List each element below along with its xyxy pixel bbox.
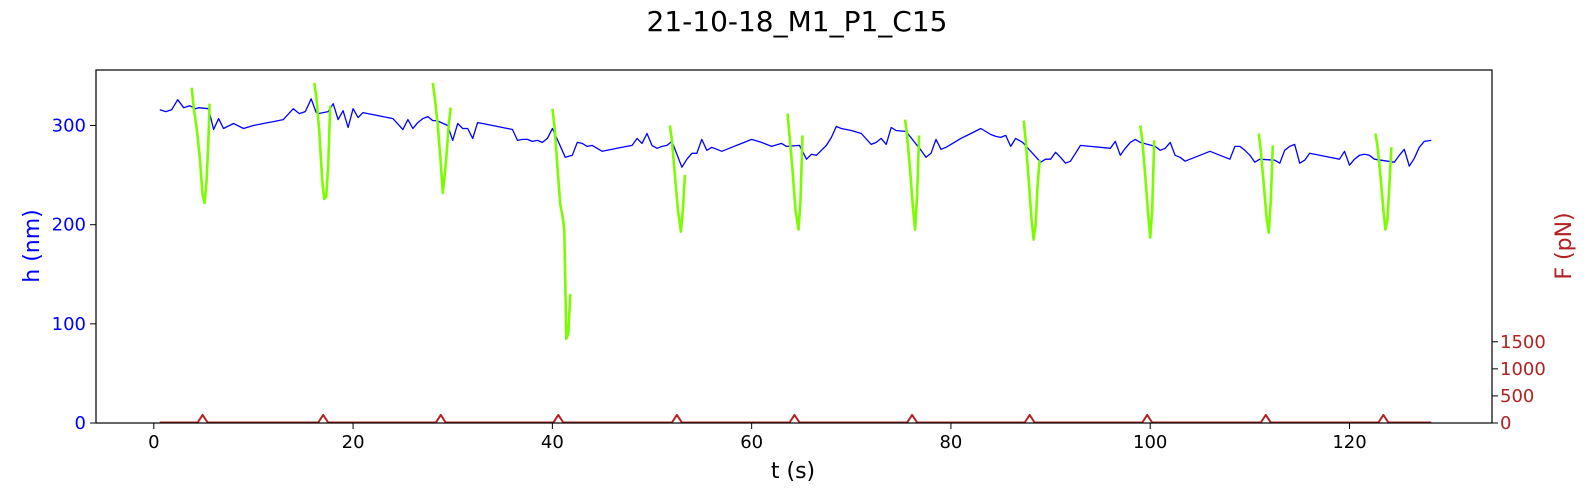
right-y-tick-label: 1000 xyxy=(1500,359,1546,380)
indentation-segment-6 xyxy=(786,113,804,231)
right-y-axis-label: F (pN) xyxy=(1552,212,1577,279)
indentation-segment-4 xyxy=(551,108,572,341)
chart-title: 21-10-18_M1_P1_C15 xyxy=(647,5,948,38)
left-y-axis: 0 100 200 300 xyxy=(52,116,96,434)
indentation-segment-5 xyxy=(668,125,687,233)
indentation-segment-1 xyxy=(190,87,211,205)
indentation-segment-11 xyxy=(1374,133,1393,231)
left-y-tick-label: 300 xyxy=(52,116,86,137)
left-y-axis-label: h (nm) xyxy=(20,209,45,282)
indentation-segment-9 xyxy=(1139,125,1156,239)
indentation-segment-7 xyxy=(903,119,921,231)
height-series-line xyxy=(159,98,1432,168)
right-y-tick-label: 0 xyxy=(1500,413,1511,434)
x-tick-label: 100 xyxy=(1133,432,1167,453)
x-tick-label: 20 xyxy=(342,432,365,453)
x-tick-label: 60 xyxy=(740,432,763,453)
plot-area xyxy=(159,82,1432,424)
indentation-segment-8 xyxy=(1022,120,1041,241)
indentation-segment-2 xyxy=(312,82,332,201)
right-y-axis: 0 500 1000 1500 xyxy=(1492,332,1546,434)
x-tick-label: 0 xyxy=(148,432,159,453)
indentation-segment-10 xyxy=(1257,133,1275,234)
force-series-line xyxy=(159,413,1432,424)
left-y-tick-label: 100 xyxy=(52,314,86,335)
plot-frame xyxy=(95,69,1493,424)
right-y-tick-label: 1500 xyxy=(1500,332,1546,353)
x-axis-label: t (s) xyxy=(771,459,815,484)
x-tick-label: 120 xyxy=(1332,432,1366,453)
indentation-segment-3 xyxy=(431,82,452,195)
x-tick-label: 40 xyxy=(541,432,564,453)
right-y-tick-label: 500 xyxy=(1500,386,1534,407)
x-axis: 0 20 40 60 80 100 120 xyxy=(148,423,1367,453)
left-y-tick-label: 200 xyxy=(52,215,86,236)
left-y-tick-label: 0 xyxy=(75,413,86,434)
x-tick-label: 80 xyxy=(939,432,962,453)
